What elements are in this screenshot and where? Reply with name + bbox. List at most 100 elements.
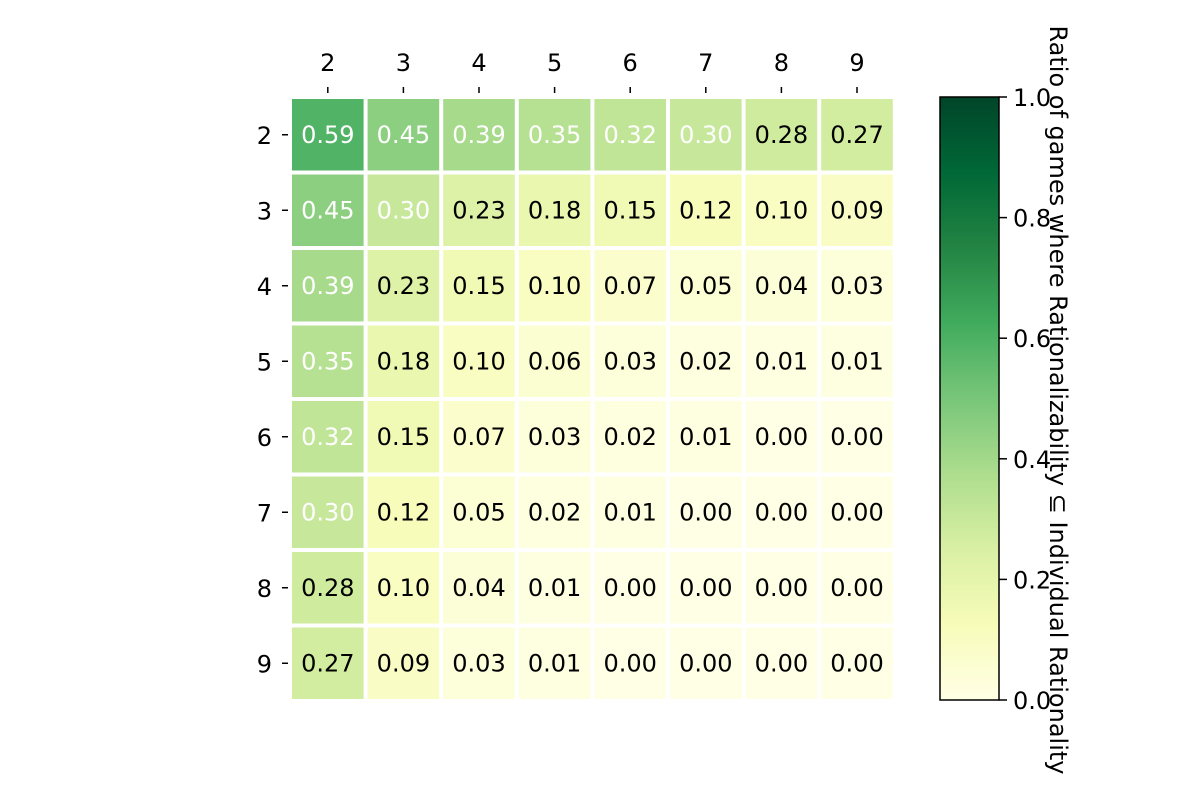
heatmap-cell: 0.59 [292, 99, 364, 171]
heatmap-cell: 0.00 [670, 476, 742, 548]
cell-value-label: 0.18 [528, 196, 581, 224]
y-tick-label: 5 [257, 348, 272, 376]
cell-value-label: 0.05 [452, 498, 505, 526]
heatmap-cell-fill [670, 552, 742, 624]
cell-value-label: 0.28 [755, 121, 808, 149]
heatmap-cell: 0.10 [518, 250, 591, 322]
heatmap-cell: 0.00 [821, 476, 893, 548]
heatmap-cell: 0.01 [745, 325, 818, 397]
heatmap-cell-fill [821, 552, 893, 624]
heatmap-cell-fill [670, 325, 742, 397]
heatmap-cell: 0.45 [367, 99, 440, 171]
y-axis-left: 2 3 4 5 6 7 8 9 [257, 122, 288, 678]
heatmap-cell-fill [443, 99, 515, 171]
heatmap-grid: 0.59 0.45 0.39 0.35 0.32 0.30 0.28 0.27 0.45 0.30… [292, 99, 893, 699]
heatmap-cell-fill [670, 627, 742, 699]
heatmap-cell-fill [821, 99, 893, 171]
heatmap-cell: 0.10 [745, 174, 818, 246]
heatmap-cell: 0.45 [292, 174, 364, 246]
heatmap-cell-fill [670, 250, 742, 322]
heatmap-cell: 0.00 [670, 552, 742, 624]
heatmap-cell-fill [594, 401, 666, 473]
heatmap-cell: 0.02 [594, 401, 666, 473]
heatmap-cell-fill [745, 99, 818, 171]
heatmap-cell: 0.05 [443, 476, 515, 548]
cell-value-label: 0.23 [452, 196, 505, 224]
heatmap-cell: 0.35 [292, 325, 364, 397]
cell-value-label: 0.07 [603, 272, 656, 300]
cell-value-label: 0.15 [603, 196, 656, 224]
cell-value-label: 0.07 [452, 423, 505, 451]
heatmap-cell-fill [518, 476, 591, 548]
cell-value-label: 0.03 [452, 649, 505, 677]
cell-value-label: 0.00 [830, 423, 883, 451]
heatmap-cell: 0.12 [670, 174, 742, 246]
heatmap-cell-fill [745, 552, 818, 624]
heatmap-cell: 0.35 [518, 99, 591, 171]
heatmap-cell: 0.05 [670, 250, 742, 322]
x-tick-label: 2 [320, 49, 335, 77]
heatmap-cell: 0.32 [594, 99, 666, 171]
cell-value-label: 0.23 [377, 272, 430, 300]
cell-value-label: 0.00 [679, 574, 732, 602]
heatmap-cell: 0.00 [745, 627, 818, 699]
x-tick-label: 9 [849, 49, 864, 77]
heatmap-cell-fill [443, 476, 515, 548]
cell-value-label: 0.59 [301, 121, 354, 149]
cell-value-label: 0.09 [830, 196, 883, 224]
colorbar-tick-label: 0.6 [1013, 325, 1051, 353]
heatmap-cell: 0.30 [670, 99, 742, 171]
heatmap-cell-fill [745, 174, 818, 246]
heatmap-cell-fill [518, 325, 591, 397]
cell-value-label: 0.01 [603, 498, 656, 526]
cell-value-label: 0.01 [755, 347, 808, 375]
heatmap-cell: 0.01 [594, 476, 666, 548]
heatmap-cell: 0.28 [745, 99, 818, 171]
heatmap-cell: 0.18 [367, 325, 440, 397]
heatmap-cell-fill [518, 99, 591, 171]
colorbar-gradient [939, 96, 1000, 701]
heatmap-cell-fill [745, 325, 818, 397]
heatmap-cell-fill [594, 99, 666, 171]
colorbar-tick-label: 0.2 [1013, 566, 1051, 594]
y-tick-label: 7 [257, 499, 272, 527]
heatmap-cell: 0.23 [443, 174, 515, 246]
heatmap-cell: 0.27 [821, 99, 893, 171]
cell-value-label: 0.45 [377, 121, 430, 149]
heatmap-cell-fill [518, 552, 591, 624]
heatmap-cell-fill [443, 174, 515, 246]
heatmap-cell: 0.07 [443, 401, 515, 473]
cell-value-label: 0.32 [301, 423, 354, 451]
colorbar-tick-label: 0.4 [1013, 446, 1051, 474]
heatmap-cell-fill [821, 401, 893, 473]
y-tick-label: 2 [257, 122, 272, 150]
heatmap-cell: 0.30 [292, 476, 364, 548]
heatmap-cell: 0.01 [518, 552, 591, 624]
heatmap-cell-fill [518, 250, 591, 322]
heatmap-cell: 0.07 [594, 250, 666, 322]
colorbar-tick-label: 1.0 [1013, 84, 1051, 112]
cell-value-label: 0.03 [830, 272, 883, 300]
heatmap-cell-fill [594, 325, 666, 397]
heatmap-cell-fill [443, 552, 515, 624]
heatmap-cell: 0.15 [594, 174, 666, 246]
cell-value-label: 0.00 [603, 574, 656, 602]
y-tick-label: 3 [257, 197, 272, 225]
cell-value-label: 0.01 [528, 649, 581, 677]
cell-value-label: 0.27 [301, 649, 354, 677]
heatmap-cell-fill [821, 325, 893, 397]
heatmap-cell-fill [292, 476, 364, 548]
cell-value-label: 0.12 [377, 498, 430, 526]
heatmap-cell-fill [670, 99, 742, 171]
x-axis-top: 2 3 4 5 6 7 8 9 [320, 49, 865, 93]
cell-value-label: 0.27 [830, 121, 883, 149]
cell-value-label: 0.06 [528, 347, 581, 375]
heatmap-cell-fill [745, 250, 818, 322]
cell-value-label: 0.00 [830, 649, 883, 677]
heatmap-cell-fill [821, 627, 893, 699]
heatmap-cell: 0.30 [367, 174, 440, 246]
heatmap-cell: 0.00 [745, 552, 818, 624]
heatmap-cell-fill [518, 174, 591, 246]
heatmap-cell: 0.09 [367, 627, 440, 699]
heatmap-cell-fill [292, 401, 364, 473]
